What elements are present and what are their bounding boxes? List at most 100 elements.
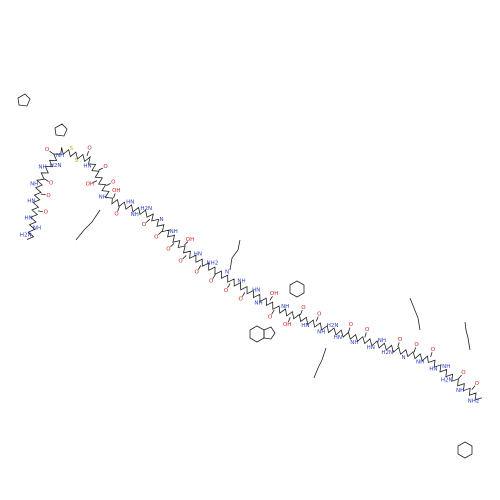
atom-label: NH: [350, 340, 358, 346]
bond: [315, 316, 319, 322]
side-chain-rings: [17, 93, 473, 459]
imidazole-ring: [17, 93, 31, 107]
atom-label: O: [224, 288, 229, 294]
atom-label: NH: [99, 194, 107, 200]
atom-label: N: [225, 270, 229, 276]
bond: [49, 150, 54, 155]
atom-label: HN: [24, 216, 32, 222]
atom-label: O: [45, 147, 50, 153]
atom-label: S: [70, 146, 74, 152]
bond: [287, 317, 291, 323]
atom-label: O: [461, 370, 466, 376]
atom-label: OH: [283, 322, 291, 328]
bond: [105, 183, 111, 186]
atom-label: HN: [83, 164, 91, 170]
bond: [471, 385, 476, 390]
atom-label: H2N: [50, 163, 62, 169]
atom-label: N: [159, 217, 163, 223]
atom-label: NH: [38, 165, 46, 171]
atom-label: O: [398, 337, 403, 343]
atom-label: O: [154, 234, 159, 240]
atom-label: S: [75, 158, 79, 164]
atom-label: O: [114, 212, 119, 218]
atom-label: O: [414, 342, 419, 348]
atom-label: O: [268, 314, 273, 320]
bond: [37, 210, 43, 213]
bond: [227, 283, 231, 289]
phenyl-ring: [457, 441, 473, 459]
bond: [158, 230, 163, 235]
side-chain: [313, 347, 327, 379]
bond: [271, 309, 275, 315]
bond: [364, 332, 367, 338]
atom-label: O: [195, 270, 200, 276]
atom-label: O: [431, 347, 436, 353]
bond: [44, 178, 49, 182]
atom-label: HN: [334, 335, 342, 341]
side-chain: [75, 209, 101, 241]
atom-label: O: [475, 381, 480, 387]
atom-label: HN: [367, 345, 375, 351]
atom-label: NH: [33, 226, 41, 232]
atom-label: HN: [126, 200, 134, 206]
bond: [300, 310, 303, 316]
atom-label: NH: [131, 212, 139, 218]
atom-label: O: [239, 297, 244, 303]
atom-label: O: [301, 305, 306, 311]
atom-label: O: [365, 327, 370, 333]
indole-ring: [249, 325, 265, 343]
atom-label: O: [46, 193, 51, 199]
bond: [430, 352, 433, 358]
atom-label: H2N: [327, 323, 339, 329]
bond: [197, 265, 202, 270]
atom-label: O: [87, 146, 92, 152]
atom-label: O: [111, 180, 116, 186]
atom-label: N: [402, 355, 406, 361]
atom-label: NH: [254, 300, 262, 306]
atom-label: HN: [27, 199, 35, 205]
bond: [98, 167, 104, 171]
atom-label: OH: [112, 188, 120, 194]
atom-label: HN: [252, 287, 260, 293]
atom-label: NH: [30, 182, 38, 188]
atom-label: O: [49, 181, 54, 187]
atom-label: NH: [170, 229, 178, 235]
atom-label: OH: [270, 291, 278, 297]
side-chain: [464, 321, 471, 351]
backbone: [26, 147, 483, 401]
bond: [113, 193, 116, 199]
atom-label: H2N: [441, 377, 453, 383]
atom-label: NH: [442, 364, 450, 370]
atom-label: NH: [281, 304, 289, 310]
atom-label: NH: [378, 338, 386, 344]
atom-label: O: [209, 279, 214, 285]
atom-label: NH2: [207, 261, 219, 267]
atom-label: O: [142, 222, 147, 228]
side-chain: [229, 239, 241, 271]
atom-label: O: [103, 164, 108, 170]
atom-label: O: [44, 210, 49, 216]
atom-label: H2N: [140, 206, 152, 212]
imidazole-ring: [54, 123, 68, 137]
atom-label: HN: [429, 367, 437, 373]
bond: [86, 150, 89, 156]
bond: [92, 180, 98, 184]
bond: [170, 243, 175, 248]
bond: [145, 218, 151, 223]
atom-label: NH: [237, 279, 245, 285]
side-chain: [409, 297, 421, 331]
bond: [117, 206, 120, 212]
atom-label: NH: [56, 153, 64, 159]
atom-label: H2N: [381, 350, 393, 356]
atom-label: HN: [301, 323, 309, 329]
bond: [40, 193, 46, 196]
atom-label: NH: [317, 329, 325, 335]
indole-ring: [263, 326, 276, 340]
bond: [241, 292, 246, 297]
phenyl-ring: [289, 280, 305, 298]
bond: [413, 347, 416, 353]
bond: [182, 255, 187, 260]
atom-label: H2N: [20, 232, 32, 238]
bond: [397, 342, 400, 348]
